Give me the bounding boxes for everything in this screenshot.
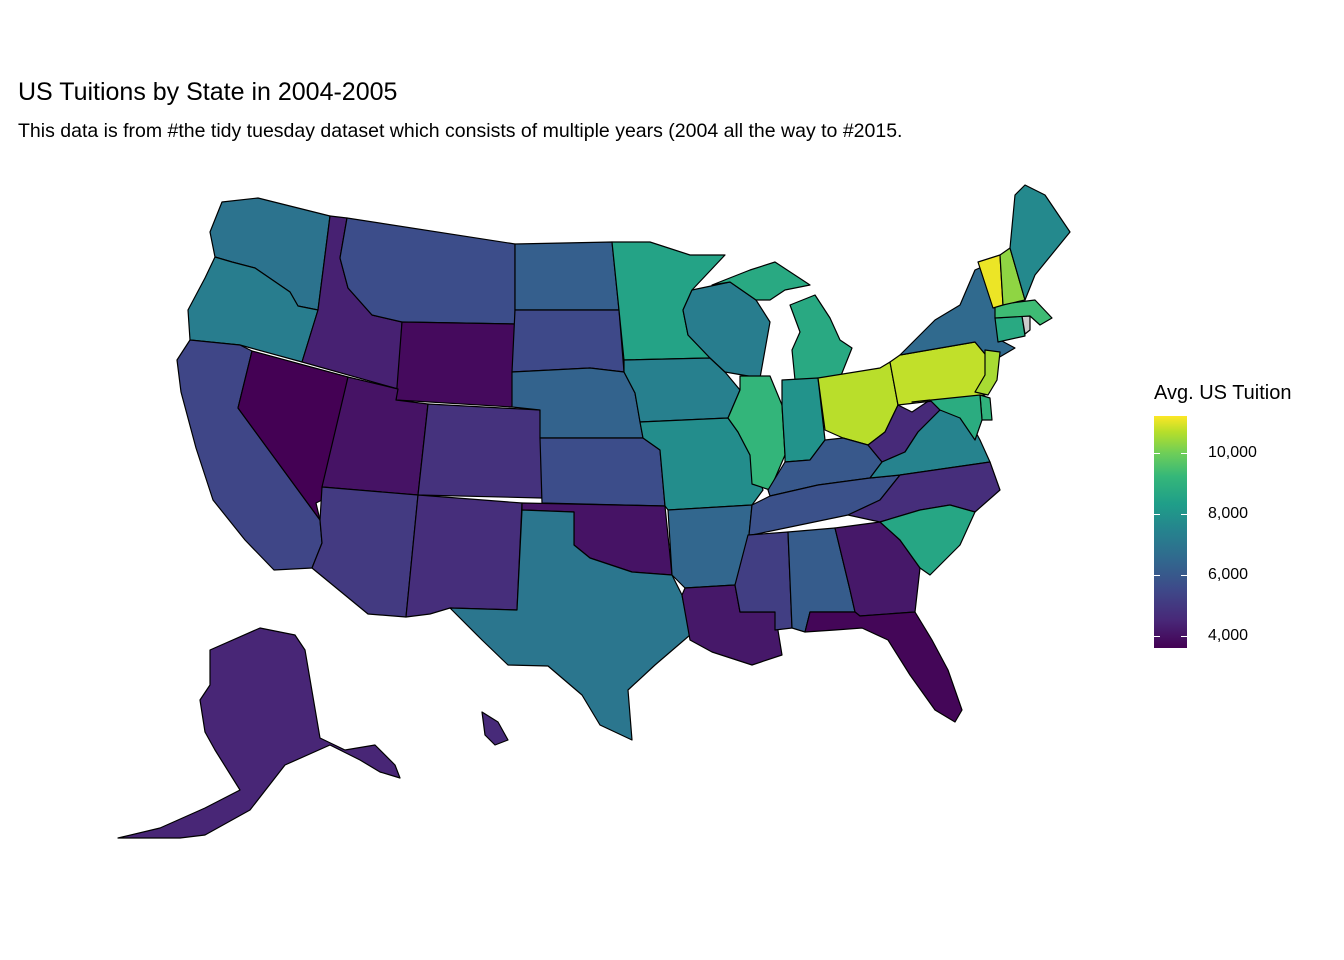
legend-tick-mark	[1154, 513, 1160, 515]
state-alaska	[117, 627, 401, 839]
legend-tick-label: 10,000	[1208, 443, 1257, 461]
legend-tick-mark	[1181, 635, 1187, 637]
state-hawaii	[481, 711, 509, 746]
state-wyoming	[395, 321, 516, 408]
state-south-carolina	[879, 504, 976, 576]
us-choropleth-map	[117, 184, 1071, 839]
chart-subtitle: This data is from #the tidy tuesday data…	[18, 120, 903, 142]
legend-tick-label: 6,000	[1208, 565, 1249, 583]
legend-title: Avg. US Tuition	[1154, 382, 1292, 404]
legend-tick-label: 8,000	[1208, 504, 1249, 522]
legend-tick-mark	[1181, 574, 1187, 576]
state-arizona	[311, 486, 419, 618]
state-illinois	[727, 375, 786, 491]
state-kansas	[539, 437, 666, 507]
state-maine	[1009, 184, 1071, 301]
state-michigan-upper	[711, 261, 811, 301]
state-massachusetts	[994, 299, 1053, 326]
state-florida	[804, 611, 963, 723]
legend-tick-mark	[1181, 513, 1187, 515]
state-maryland	[911, 394, 983, 441]
legend-tick-mark	[1154, 574, 1160, 576]
state-montana	[339, 217, 516, 325]
legend-colorbar	[1154, 416, 1187, 648]
legend-tick-mark	[1154, 635, 1160, 637]
state-north-dakota	[514, 241, 620, 311]
state-south-dakota	[511, 309, 625, 373]
chart-title: US Tuitions by State in 2004-2005	[18, 78, 398, 106]
state-connecticut	[994, 315, 1026, 343]
state-new-jersey	[974, 349, 1001, 396]
legend-tick-label: 4,000	[1208, 626, 1249, 644]
legend-tick-mark	[1154, 452, 1160, 454]
state-colorado	[417, 403, 543, 499]
legend-tick-mark	[1181, 452, 1187, 454]
state-texas	[449, 509, 691, 741]
state-new-mexico	[405, 494, 523, 618]
state-michigan-lower	[789, 294, 853, 381]
